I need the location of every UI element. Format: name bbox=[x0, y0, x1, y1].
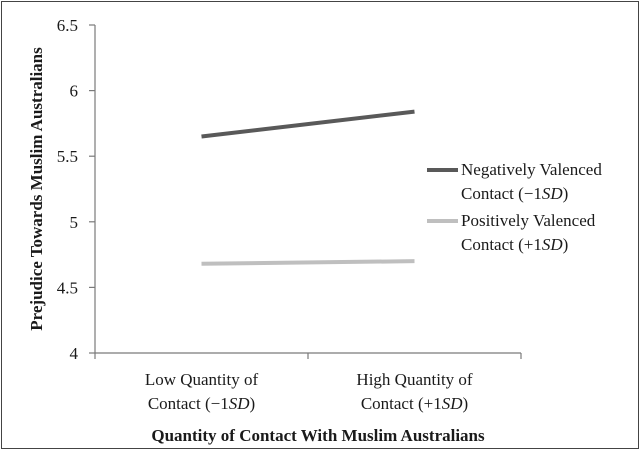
y-tick-label: 6.5 bbox=[57, 16, 78, 35]
legend-label: Contact (−1SD) bbox=[461, 184, 568, 203]
legend-label-part: Contact (−1 bbox=[461, 184, 542, 203]
x-tick-label: Contact (−1SD) bbox=[148, 394, 255, 413]
y-tick-label: 4 bbox=[70, 344, 79, 363]
x-tick-label-part: ) bbox=[462, 394, 468, 413]
y-tick-label: 4.5 bbox=[57, 278, 78, 297]
series-line-1 bbox=[201, 109, 415, 139]
legend-label: Positively Valenced bbox=[461, 211, 596, 230]
series-line-2 bbox=[201, 259, 415, 266]
x-tick-label: Low Quantity of bbox=[145, 370, 259, 389]
y-tick-label: 5 bbox=[70, 213, 79, 232]
y-axis-title: Prejudice Towards Muslim Australians bbox=[27, 47, 46, 331]
x-tick-label: High Quantity of bbox=[356, 370, 472, 389]
x-tick-label-part: ) bbox=[249, 394, 255, 413]
y-ticks: 4 4.5 5 5.5 6 6.5 bbox=[57, 16, 95, 363]
legend-label-part: ) bbox=[563, 184, 569, 203]
x-axis-title: Quantity of Contact With Muslim Australi… bbox=[151, 426, 485, 445]
y-tick-label: 5.5 bbox=[57, 147, 78, 166]
x-tick-label: Contact (+1SD) bbox=[361, 394, 468, 413]
legend-label: Negatively Valenced bbox=[461, 160, 602, 179]
x-tick-label-part: Contact (+1 bbox=[361, 394, 442, 413]
series-layer bbox=[201, 109, 415, 266]
legend-label: Contact (+1SD) bbox=[461, 235, 568, 254]
x-tick-label-part: SD bbox=[229, 394, 251, 413]
legend-label-part: Contact (+1 bbox=[461, 235, 542, 254]
legend-label-part: SD bbox=[542, 184, 564, 203]
y-tick-label: 6 bbox=[70, 82, 79, 101]
x-tick-label-part: SD bbox=[442, 394, 464, 413]
legend-label-part: SD bbox=[542, 235, 564, 254]
legend-label-part: ) bbox=[563, 235, 569, 254]
x-tick-label-part: Contact (−1 bbox=[148, 394, 229, 413]
